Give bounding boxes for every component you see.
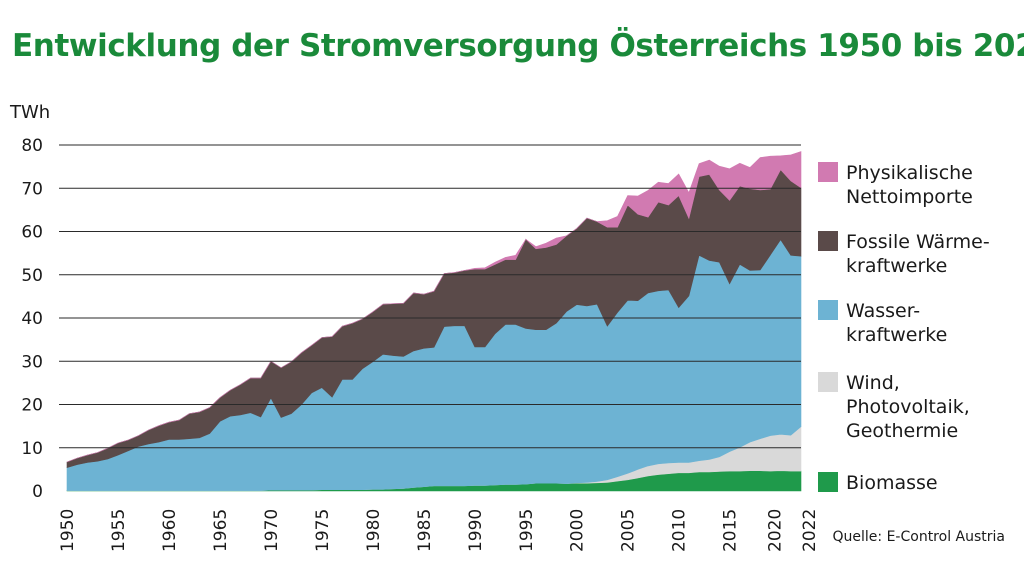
x-tick-label: 2000 bbox=[568, 509, 588, 552]
area-series-4 bbox=[66, 151, 802, 463]
x-tick-label: 2015 bbox=[721, 509, 741, 552]
x-tick-label: 2020 bbox=[766, 509, 786, 552]
legend-label: Geothermie bbox=[846, 420, 958, 442]
area-series-layer bbox=[66, 151, 802, 492]
gridlines bbox=[59, 144, 801, 449]
x-tick-label: 1960 bbox=[160, 509, 180, 552]
legend-label: Wasser- bbox=[846, 300, 920, 322]
x-tick-label: 2005 bbox=[619, 509, 639, 552]
legend-swatch bbox=[818, 162, 838, 182]
legend-label: Nettoimporte bbox=[846, 186, 973, 208]
x-tick-label: 1950 bbox=[58, 509, 78, 552]
y-axis-unit-label: TWh bbox=[9, 102, 50, 123]
legend-swatch bbox=[818, 472, 838, 492]
legend-swatch bbox=[818, 300, 838, 320]
y-tick-label: 20 bbox=[21, 396, 43, 416]
x-tick-label: 1990 bbox=[466, 509, 486, 552]
y-tick-label: 50 bbox=[21, 266, 43, 286]
legend-swatch bbox=[818, 372, 838, 392]
x-tick-label: 1965 bbox=[211, 509, 231, 552]
source-note: Quelle: E-Control Austria bbox=[833, 529, 1005, 545]
x-tick-label: 1995 bbox=[517, 509, 537, 552]
x-tick-label: 1955 bbox=[109, 509, 129, 552]
x-tick-label: 1970 bbox=[262, 509, 282, 552]
legend-label: kraftwerke bbox=[846, 324, 947, 346]
y-tick-label: 40 bbox=[21, 309, 43, 329]
x-tick-label: 1980 bbox=[364, 509, 384, 552]
legend-label: Physikalische bbox=[846, 162, 973, 184]
legend-swatch bbox=[818, 231, 838, 251]
legend-label: Wind, bbox=[846, 372, 900, 394]
x-tick-label: 2022 bbox=[800, 509, 820, 552]
legend-label: Fossile Wärme- bbox=[846, 231, 990, 253]
legend-label: Photovoltaik, bbox=[846, 396, 970, 418]
x-tick-label: 1985 bbox=[415, 509, 435, 552]
y-tick-label: 0 bbox=[32, 482, 43, 502]
x-tick-label: 2010 bbox=[670, 509, 690, 552]
x-tick-label: 1975 bbox=[313, 509, 333, 552]
y-tick-label: 80 bbox=[21, 136, 43, 156]
y-tick-label: 30 bbox=[21, 352, 43, 372]
legend-label: kraftwerke bbox=[846, 255, 947, 277]
legend-label: Biomasse bbox=[846, 472, 938, 494]
y-tick-label: 70 bbox=[21, 179, 43, 199]
chart-title: Entwicklung der Stromversorgung Österrei… bbox=[12, 28, 1024, 64]
x-axis-tick-labels: 1950 1955 1960 1965 1970 1975 1980 1985 1990 1995… bbox=[58, 509, 820, 552]
y-tick-label: 10 bbox=[21, 439, 43, 459]
y-tick-label: 60 bbox=[21, 223, 43, 243]
y-axis-tick-labels: 0 10 20 30 40 50 60 70 80 bbox=[21, 136, 43, 502]
